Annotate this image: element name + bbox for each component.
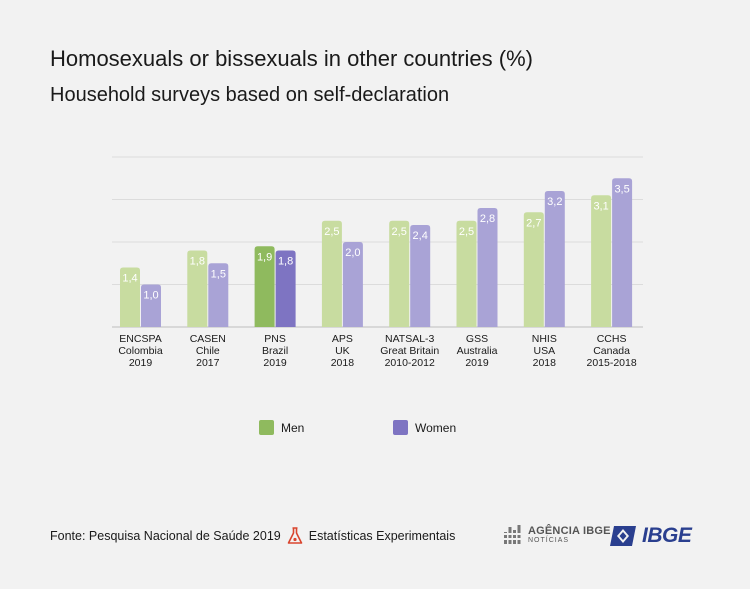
footer: Fonte: Pesquisa Nacional de Saúde 2019 E…	[50, 527, 455, 545]
bar-men	[389, 220, 410, 327]
bar-men	[321, 220, 342, 327]
data-label: 1,0	[143, 290, 158, 302]
legend-label-men: Men	[281, 420, 305, 435]
bar-men	[120, 267, 140, 327]
data-label: 2,7	[526, 217, 541, 229]
chart-title: Homosexuals or bissexuals in other count…	[50, 46, 533, 71]
agencia-ibge-logo: AGÊNCIA IBGE NOTÍCIAS	[503, 523, 611, 547]
bar-chart: 1,41,0ENCSPAColombia20191,81,5CASENChile…	[112, 156, 643, 369]
bar-women	[208, 263, 229, 327]
category-label: 2019	[129, 357, 153, 369]
bar-men	[254, 246, 275, 327]
data-label: 3,2	[547, 196, 562, 208]
bar-men	[523, 212, 544, 327]
data-label: 2,5	[392, 226, 407, 238]
agencia-bars-icon	[503, 525, 523, 544]
category-label: NHIS	[532, 333, 557, 345]
bar-women	[544, 191, 565, 327]
data-label: 1,5	[211, 268, 226, 280]
category-label: ENCSPA	[119, 333, 161, 345]
data-label: 2,5	[459, 226, 474, 238]
data-label: 2,4	[413, 230, 428, 242]
data-label: 1,8	[278, 256, 293, 268]
legend-swatch-women	[393, 420, 408, 435]
category-label: CASEN	[190, 333, 226, 345]
bar-women	[477, 208, 498, 327]
data-label: 3,5	[614, 183, 629, 195]
category-label: Canada	[593, 345, 630, 357]
category-label: GSS	[466, 333, 488, 345]
bar-women	[141, 284, 161, 327]
chart-subtitle: Household surveys based on self-declarat…	[50, 84, 450, 106]
category-label: 2017	[196, 357, 220, 369]
data-label: 2,5	[324, 226, 339, 238]
data-label: 2,0	[345, 247, 360, 259]
data-label: 1,4	[122, 273, 137, 285]
ibge-logo-text: IBGE	[642, 524, 692, 547]
data-label: 2,8	[480, 213, 495, 225]
category-label: Australia	[457, 345, 498, 357]
data-label: 1,8	[190, 256, 205, 268]
bar-women	[275, 250, 296, 327]
category-label: UK	[335, 345, 350, 357]
category-label: PNS	[264, 333, 286, 345]
category-label: 2010-2012	[385, 357, 435, 369]
legend-item-men: Men	[259, 420, 304, 435]
source-text: Fonte: Pesquisa Nacional de Saúde 2019	[50, 529, 281, 543]
category-label: 2019	[263, 357, 287, 369]
ibge-mark-icon	[610, 526, 636, 546]
agencia-sub-text: NOTÍCIAS	[528, 537, 570, 545]
category-label: CCHS	[597, 333, 627, 345]
data-label: 3,1	[593, 200, 608, 212]
experimental-stats-text: Estatísticas Experimentais	[308, 529, 456, 543]
bar-men	[187, 250, 208, 327]
category-label: Colombia	[118, 345, 163, 357]
flask-icon	[287, 527, 303, 544]
category-label: 2018	[331, 357, 355, 369]
category-label: USA	[534, 345, 556, 357]
category-label: APS	[332, 333, 353, 345]
category-label: 2015-2018	[586, 357, 636, 369]
category-label: 2018	[533, 357, 557, 369]
bar-women	[410, 225, 431, 327]
category-label: NATSAL-3	[385, 333, 435, 345]
data-label: 1,9	[257, 251, 272, 263]
bar-men	[456, 220, 477, 327]
legend-item-women: Women	[393, 420, 456, 435]
ibge-logo: IBGE	[608, 524, 692, 548]
bar-men	[591, 195, 612, 327]
bar-women	[342, 242, 363, 327]
agencia-main-text: AGÊNCIA IBGE	[528, 524, 611, 537]
category-label: Brazil	[262, 345, 288, 357]
category-label: Great Britain	[380, 345, 439, 357]
category-label: Chile	[196, 345, 220, 357]
legend-label-women: Women	[415, 420, 457, 435]
category-label: 2019	[465, 357, 489, 369]
bar-women	[612, 178, 633, 327]
legend-swatch-men	[259, 420, 274, 435]
